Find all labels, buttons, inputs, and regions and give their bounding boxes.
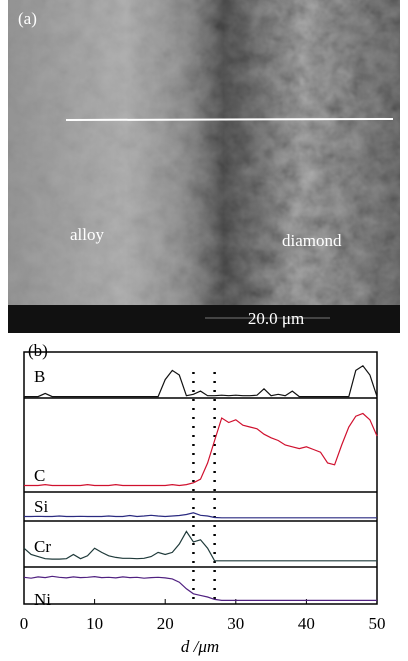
x-tick-label: 0: [20, 614, 29, 633]
series-label: Si: [34, 497, 48, 516]
series-label: C: [34, 466, 45, 485]
panel-label: (b): [28, 341, 48, 360]
x-tick-label: 20: [157, 614, 174, 633]
panel-label: (a): [18, 9, 37, 28]
sem-image: [8, 0, 400, 333]
profile-line: [24, 366, 377, 397]
x-tick-label: 50: [369, 614, 386, 633]
profile-line: [24, 576, 377, 600]
annotation: diamond: [282, 231, 342, 250]
x-tick-label: 10: [86, 614, 103, 633]
x-tick-label: 40: [298, 614, 315, 633]
x-axis-label: d /μm: [181, 637, 219, 656]
profile-line: [24, 531, 377, 560]
series-label: Ni: [34, 590, 51, 609]
series-label: Cr: [34, 537, 51, 556]
series-label: B: [34, 367, 45, 386]
x-tick-label: 30: [227, 614, 244, 633]
scale-bar-label: 20.0 μm: [248, 309, 304, 328]
figure: (a) alloy diamond 20.0 μm (b) d /μm 0 10 2…: [0, 0, 408, 661]
profile-line: [24, 513, 377, 518]
annotation: alloy: [70, 225, 104, 244]
profile-line: [24, 414, 377, 486]
